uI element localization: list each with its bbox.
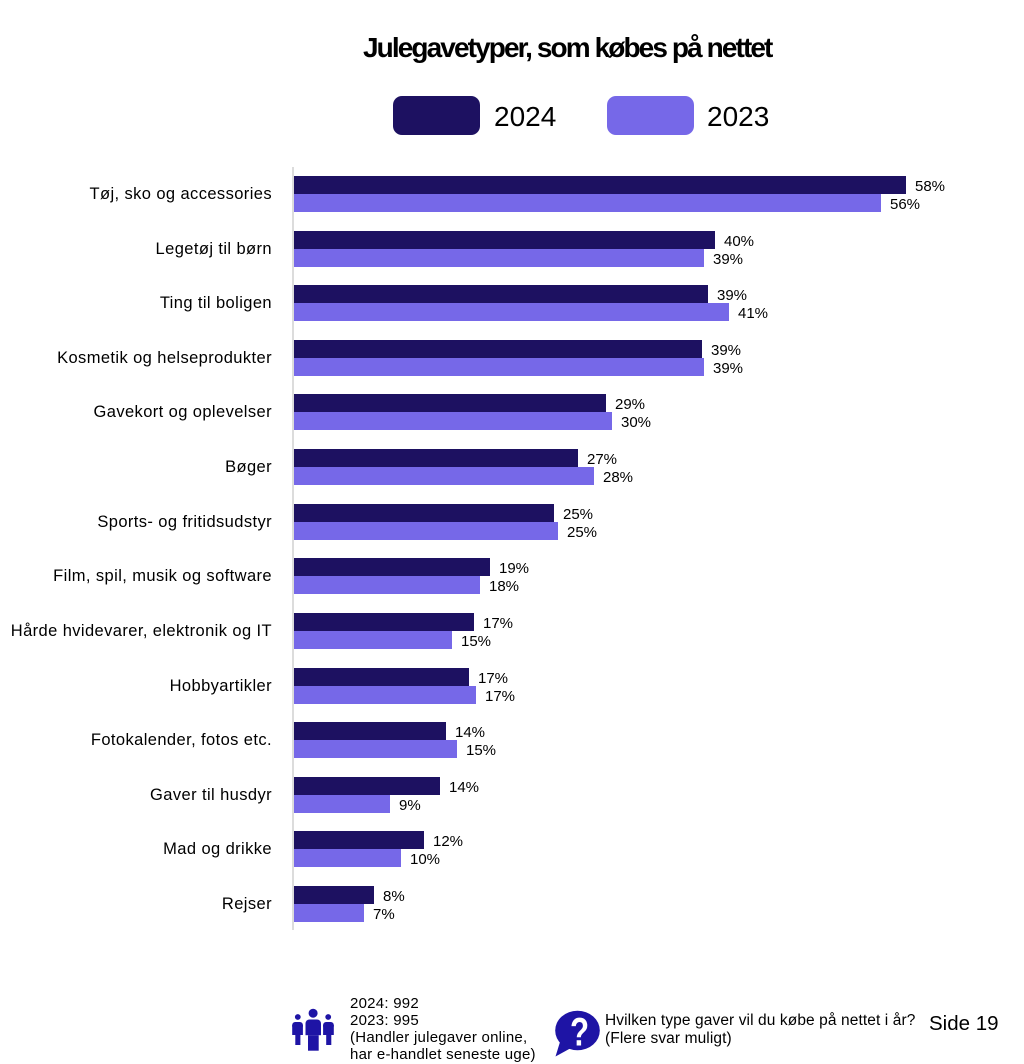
svg-text:?: ? [570, 1010, 589, 1055]
